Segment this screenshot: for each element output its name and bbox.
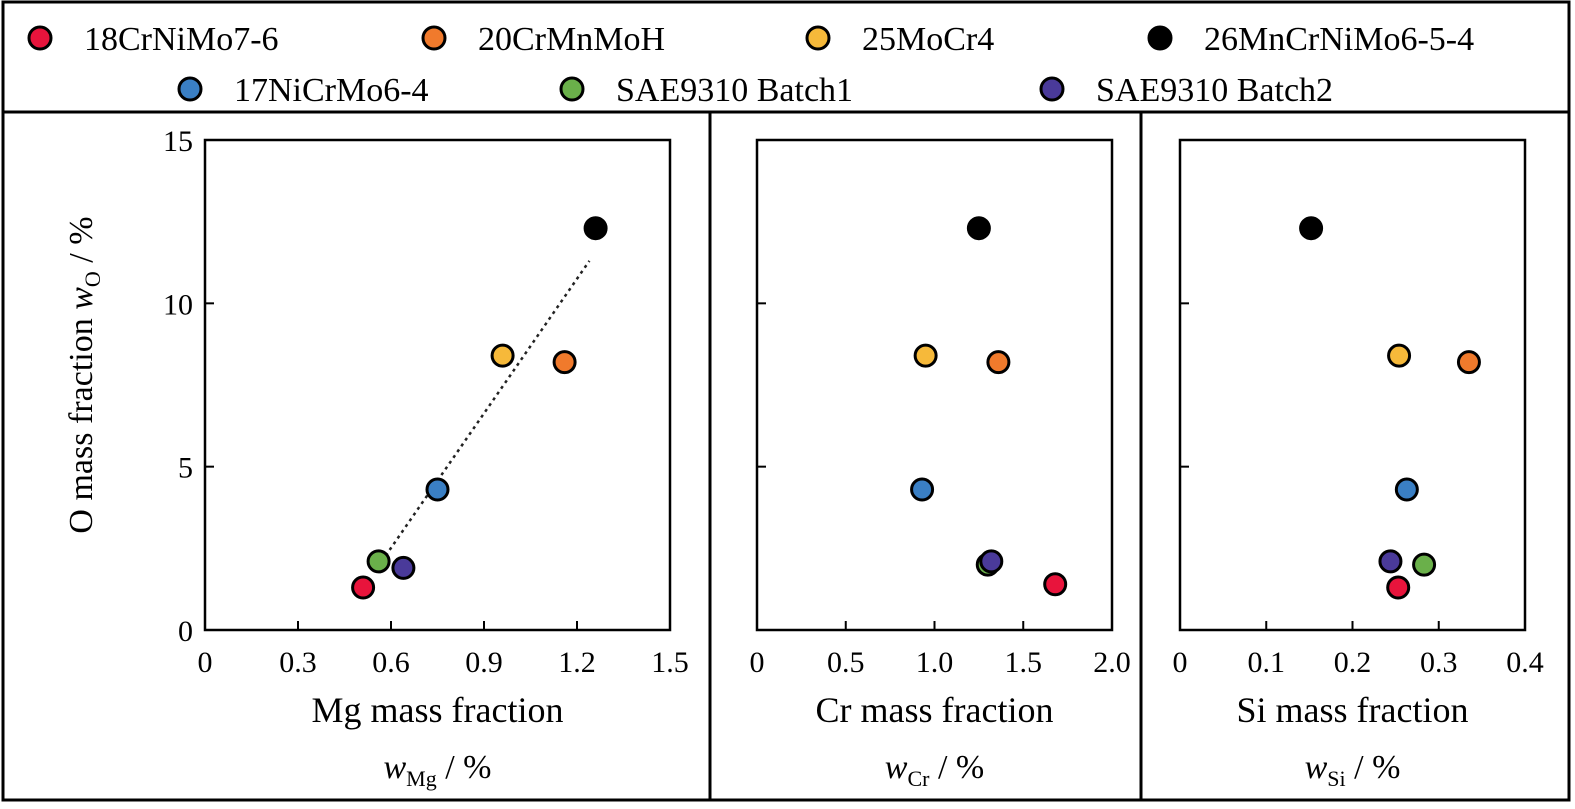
x-tick-label: 0.3 bbox=[279, 646, 317, 679]
trend-line bbox=[380, 260, 591, 563]
legend-label-sae9310-batch1: SAE9310 Batch1 bbox=[616, 72, 853, 109]
plot-area bbox=[1178, 138, 1527, 632]
point-17nicrmo6-4 bbox=[1394, 477, 1419, 502]
point-17nicrmo6-4 bbox=[910, 477, 935, 502]
point-18crnimo7-6 bbox=[351, 575, 376, 600]
point-20crmnmoh bbox=[986, 350, 1011, 375]
x-tick-label: 0.5 bbox=[827, 646, 865, 679]
legend-marker-25mocr4 bbox=[805, 25, 831, 51]
panel-cr: 0 0.5 1.0 1.5 2.0 Cr mass fraction wCr / % bbox=[750, 138, 1131, 791]
y-tick-label: 0 bbox=[178, 615, 193, 648]
x-unit-sub: Cr bbox=[907, 766, 930, 791]
legend-label-20crmnmoh: 20CrMnMoH bbox=[478, 21, 665, 58]
x-tick-label: 0.4 bbox=[1506, 646, 1544, 679]
panel-si: 0 0.1 0.2 0.3 0.4 Si mass fraction wSi / % bbox=[1173, 138, 1544, 791]
x-tick-label: 1.0 bbox=[916, 646, 954, 679]
plot-area bbox=[755, 138, 1114, 632]
legend-marker-20crmnmoh bbox=[421, 25, 447, 51]
point-18crnimo7-6 bbox=[1386, 575, 1411, 600]
legend-label-25mocr4: 25MoCr4 bbox=[862, 21, 994, 58]
x-tick-label: 1.5 bbox=[651, 646, 689, 679]
x-tick-label: 0.3 bbox=[1420, 646, 1458, 679]
y-label-tail: / % bbox=[63, 216, 100, 271]
x-tick-label: 1.5 bbox=[1005, 646, 1043, 679]
x-tick-label: 0 bbox=[750, 646, 765, 679]
plot-area bbox=[203, 138, 672, 632]
point-25mocr4 bbox=[913, 343, 938, 368]
legend-label-18crnimo7-6: 18CrNiMo7-6 bbox=[84, 21, 279, 58]
x-unit-var: w bbox=[383, 749, 406, 786]
point-26mncrnimo6-5-4 bbox=[583, 216, 608, 241]
x-axis-title: Si mass fraction bbox=[1237, 690, 1469, 730]
x-tick-label: 0 bbox=[198, 646, 213, 679]
y-label-sub: O bbox=[80, 271, 105, 287]
point-20crmnmoh bbox=[1456, 350, 1481, 375]
y-label-prefix: O mass fraction bbox=[63, 310, 100, 534]
x-axis-title: Mg mass fraction bbox=[312, 690, 564, 730]
x-unit-tail: / % bbox=[1346, 749, 1401, 786]
x-tick-label: 1.2 bbox=[558, 646, 596, 679]
legend-label-26mncrnimo6-5-4: 26MnCrNiMo6-5-4 bbox=[1204, 21, 1474, 58]
x-tick-label: 0.2 bbox=[1334, 646, 1372, 679]
x-axis-unit: wCr / % bbox=[885, 749, 984, 791]
point-25mocr4 bbox=[1387, 343, 1412, 368]
point-17nicrmo6-4 bbox=[425, 477, 450, 502]
x-axis-unit: wSi / % bbox=[1305, 749, 1401, 791]
point-18crnimo7-6 bbox=[1043, 572, 1068, 597]
x-unit-tail: / % bbox=[929, 749, 984, 786]
y-tick-label: 15 bbox=[163, 125, 193, 158]
point-26mncrnimo6-5-4 bbox=[1299, 216, 1324, 241]
x-tick-label: 0.9 bbox=[465, 646, 503, 679]
legend-label-sae9310-batch2: SAE9310 Batch2 bbox=[1096, 72, 1333, 109]
point-sae9310-batch2 bbox=[1378, 549, 1403, 574]
x-unit-tail: / % bbox=[437, 749, 492, 786]
legend-marker-18crnimo7-6 bbox=[27, 25, 53, 51]
x-unit-var: w bbox=[1305, 749, 1328, 786]
y-label-var: w bbox=[63, 287, 100, 310]
legend-marker-sae9310-batch1 bbox=[559, 76, 585, 102]
point-sae9310-batch1 bbox=[366, 549, 391, 574]
legend-marker-17nicrmo6-4 bbox=[177, 76, 203, 102]
x-unit-sub: Mg bbox=[406, 766, 437, 791]
legend: 18CrNiMo7-6 20CrMnMoH 25MoCr4 26MnCrNiMo6-5… bbox=[27, 21, 1474, 109]
point-26mncrnimo6-5-4 bbox=[966, 216, 991, 241]
point-sae9310-batch2 bbox=[391, 555, 416, 580]
x-axis-unit: wMg / % bbox=[383, 749, 491, 791]
y-tick-label: 5 bbox=[178, 452, 193, 485]
point-sae9310-batch1 bbox=[1412, 552, 1437, 577]
point-sae9310-batch2 bbox=[979, 549, 1004, 574]
legend-label-17nicrmo6-4: 17NiCrMo6-4 bbox=[234, 72, 429, 109]
x-tick-label: 0.1 bbox=[1248, 646, 1286, 679]
y-tick-label: 10 bbox=[163, 288, 193, 321]
x-axis-title: Cr mass fraction bbox=[816, 690, 1054, 730]
point-20crmnmoh bbox=[552, 350, 577, 375]
y-axis-title: O mass fraction wO / % bbox=[63, 216, 105, 533]
panels-frame bbox=[1, 110, 1571, 802]
x-tick-label: 0 bbox=[1173, 646, 1188, 679]
legend-marker-sae9310-batch2 bbox=[1039, 76, 1065, 102]
legend-marker-26mncrnimo6-5-4 bbox=[1147, 25, 1173, 51]
x-unit-var: w bbox=[885, 749, 908, 786]
point-25mocr4 bbox=[490, 343, 515, 368]
x-tick-label: 2.0 bbox=[1093, 646, 1131, 679]
x-unit-sub: Si bbox=[1327, 766, 1345, 791]
x-tick-label: 0.6 bbox=[372, 646, 410, 679]
